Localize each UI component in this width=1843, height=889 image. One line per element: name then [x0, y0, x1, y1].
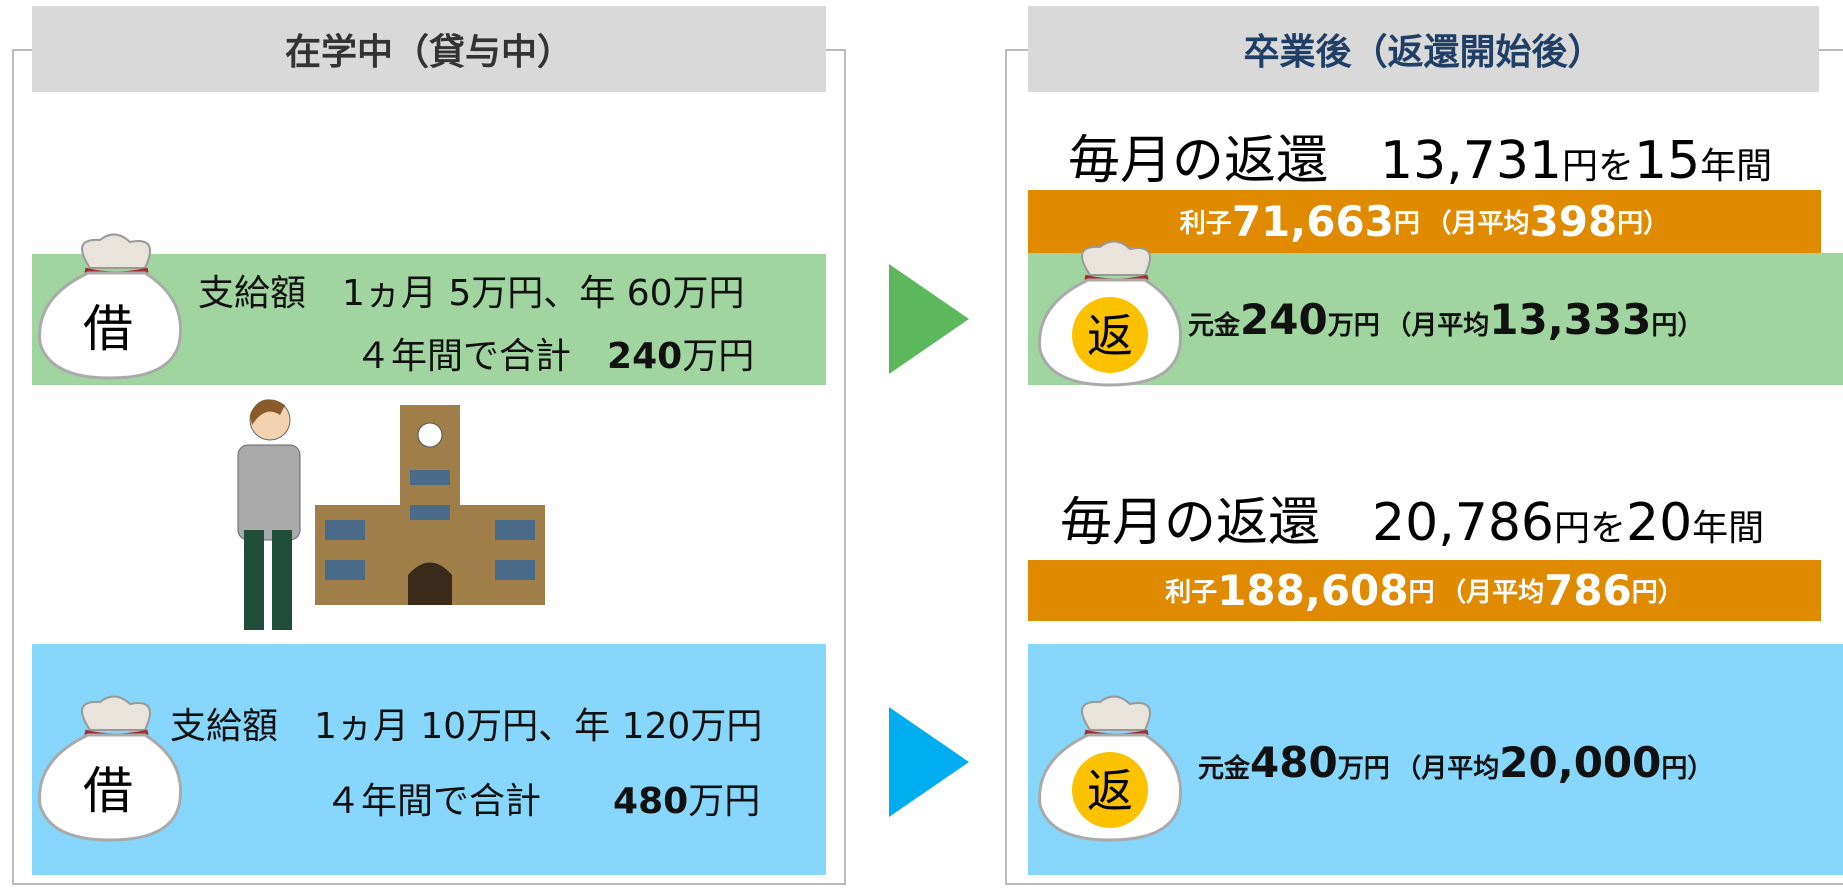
label: 毎月の返還 — [1068, 131, 1329, 191]
label: （月平均 — [1395, 754, 1500, 784]
amount: 20,786 — [1372, 493, 1554, 553]
amount: 13,731 — [1380, 131, 1562, 191]
interest-band: 利子 71,663 円 （月平均 398 円） — [1028, 190, 1821, 253]
label: ４年間で合計 — [355, 336, 572, 377]
label: （月平均 — [1385, 311, 1490, 341]
unit: 年間 — [1700, 146, 1773, 187]
unit: 円） — [1651, 311, 1704, 341]
amount: 786 — [1544, 566, 1632, 615]
right-title: 卒業後（返還開始後） — [1028, 6, 1819, 92]
arrow — [889, 264, 969, 374]
unit: 円を — [1561, 146, 1634, 187]
monthly: 毎月の返還 13,731円を15年間 — [1068, 118, 1772, 193]
unit: 円） — [1617, 209, 1670, 239]
illustration — [237, 399, 545, 630]
unit: 円 — [1408, 578, 1435, 608]
principal: 元金 240 万円 （月平均 13,333 円） — [1188, 295, 1703, 344]
label: （月平均 — [1440, 578, 1545, 608]
loan-line: 支給額 1ヵ月 10万円、年 120万円 — [170, 706, 763, 747]
label: 元金 — [1188, 311, 1241, 341]
principal: 元金 480 万円 （月平均 20,000 円） — [1198, 738, 1713, 787]
bag-label: 返 — [1087, 764, 1133, 818]
label: （月平均 — [1425, 209, 1530, 239]
loan-total: ４年間で合計 480万円 — [325, 772, 760, 824]
years: 20 — [1626, 493, 1693, 553]
years: 15 — [1634, 131, 1701, 191]
unit: 円） — [1661, 754, 1714, 784]
label: ４年間で合計 — [325, 781, 542, 822]
total: 480 — [613, 781, 689, 822]
label: 利子 — [1165, 578, 1218, 608]
left-title: 在学中（貸与中） — [32, 6, 826, 92]
label: 元金 — [1198, 754, 1251, 784]
amount: 71,663 — [1231, 197, 1394, 246]
bag-icon: 借 — [38, 233, 183, 380]
amount: 240 — [1240, 295, 1328, 344]
amount: 188,608 — [1217, 566, 1409, 615]
loan-total: ４年間で合計 240万円 — [355, 327, 754, 379]
amount: 398 — [1529, 197, 1618, 246]
bag-icon: 返 — [1038, 695, 1183, 842]
label: 毎月の返還 — [1060, 493, 1321, 553]
bag-label: 借 — [83, 762, 133, 820]
unit: 円 — [1393, 209, 1420, 239]
unit: 万円 — [682, 336, 755, 377]
loan-line: 支給額 1ヵ月 5万円、年 60万円 — [198, 273, 745, 314]
label: 利子 — [1179, 209, 1232, 239]
arrow — [889, 707, 969, 817]
amount: 13,333 — [1489, 295, 1652, 344]
unit: 円を — [1553, 508, 1626, 549]
unit: 万円 — [1327, 311, 1380, 341]
unit: 万円 — [1337, 754, 1390, 784]
interest-band: 利子 188,608 円 （月平均 786 円） — [1028, 560, 1821, 621]
total: 240 — [607, 336, 683, 377]
bag-icon: 借 — [38, 695, 183, 842]
bag-label: 借 — [83, 300, 133, 358]
unit: 万円 — [688, 781, 761, 822]
unit: 年間 — [1692, 508, 1765, 549]
unit: 円） — [1631, 578, 1684, 608]
bag-icon: 返 — [1038, 240, 1183, 387]
bag-label: 返 — [1087, 309, 1133, 363]
monthly: 毎月の返還 20,786円を20年間 — [1060, 480, 1764, 555]
amount: 480 — [1250, 738, 1338, 787]
amount: 20,000 — [1499, 738, 1662, 787]
